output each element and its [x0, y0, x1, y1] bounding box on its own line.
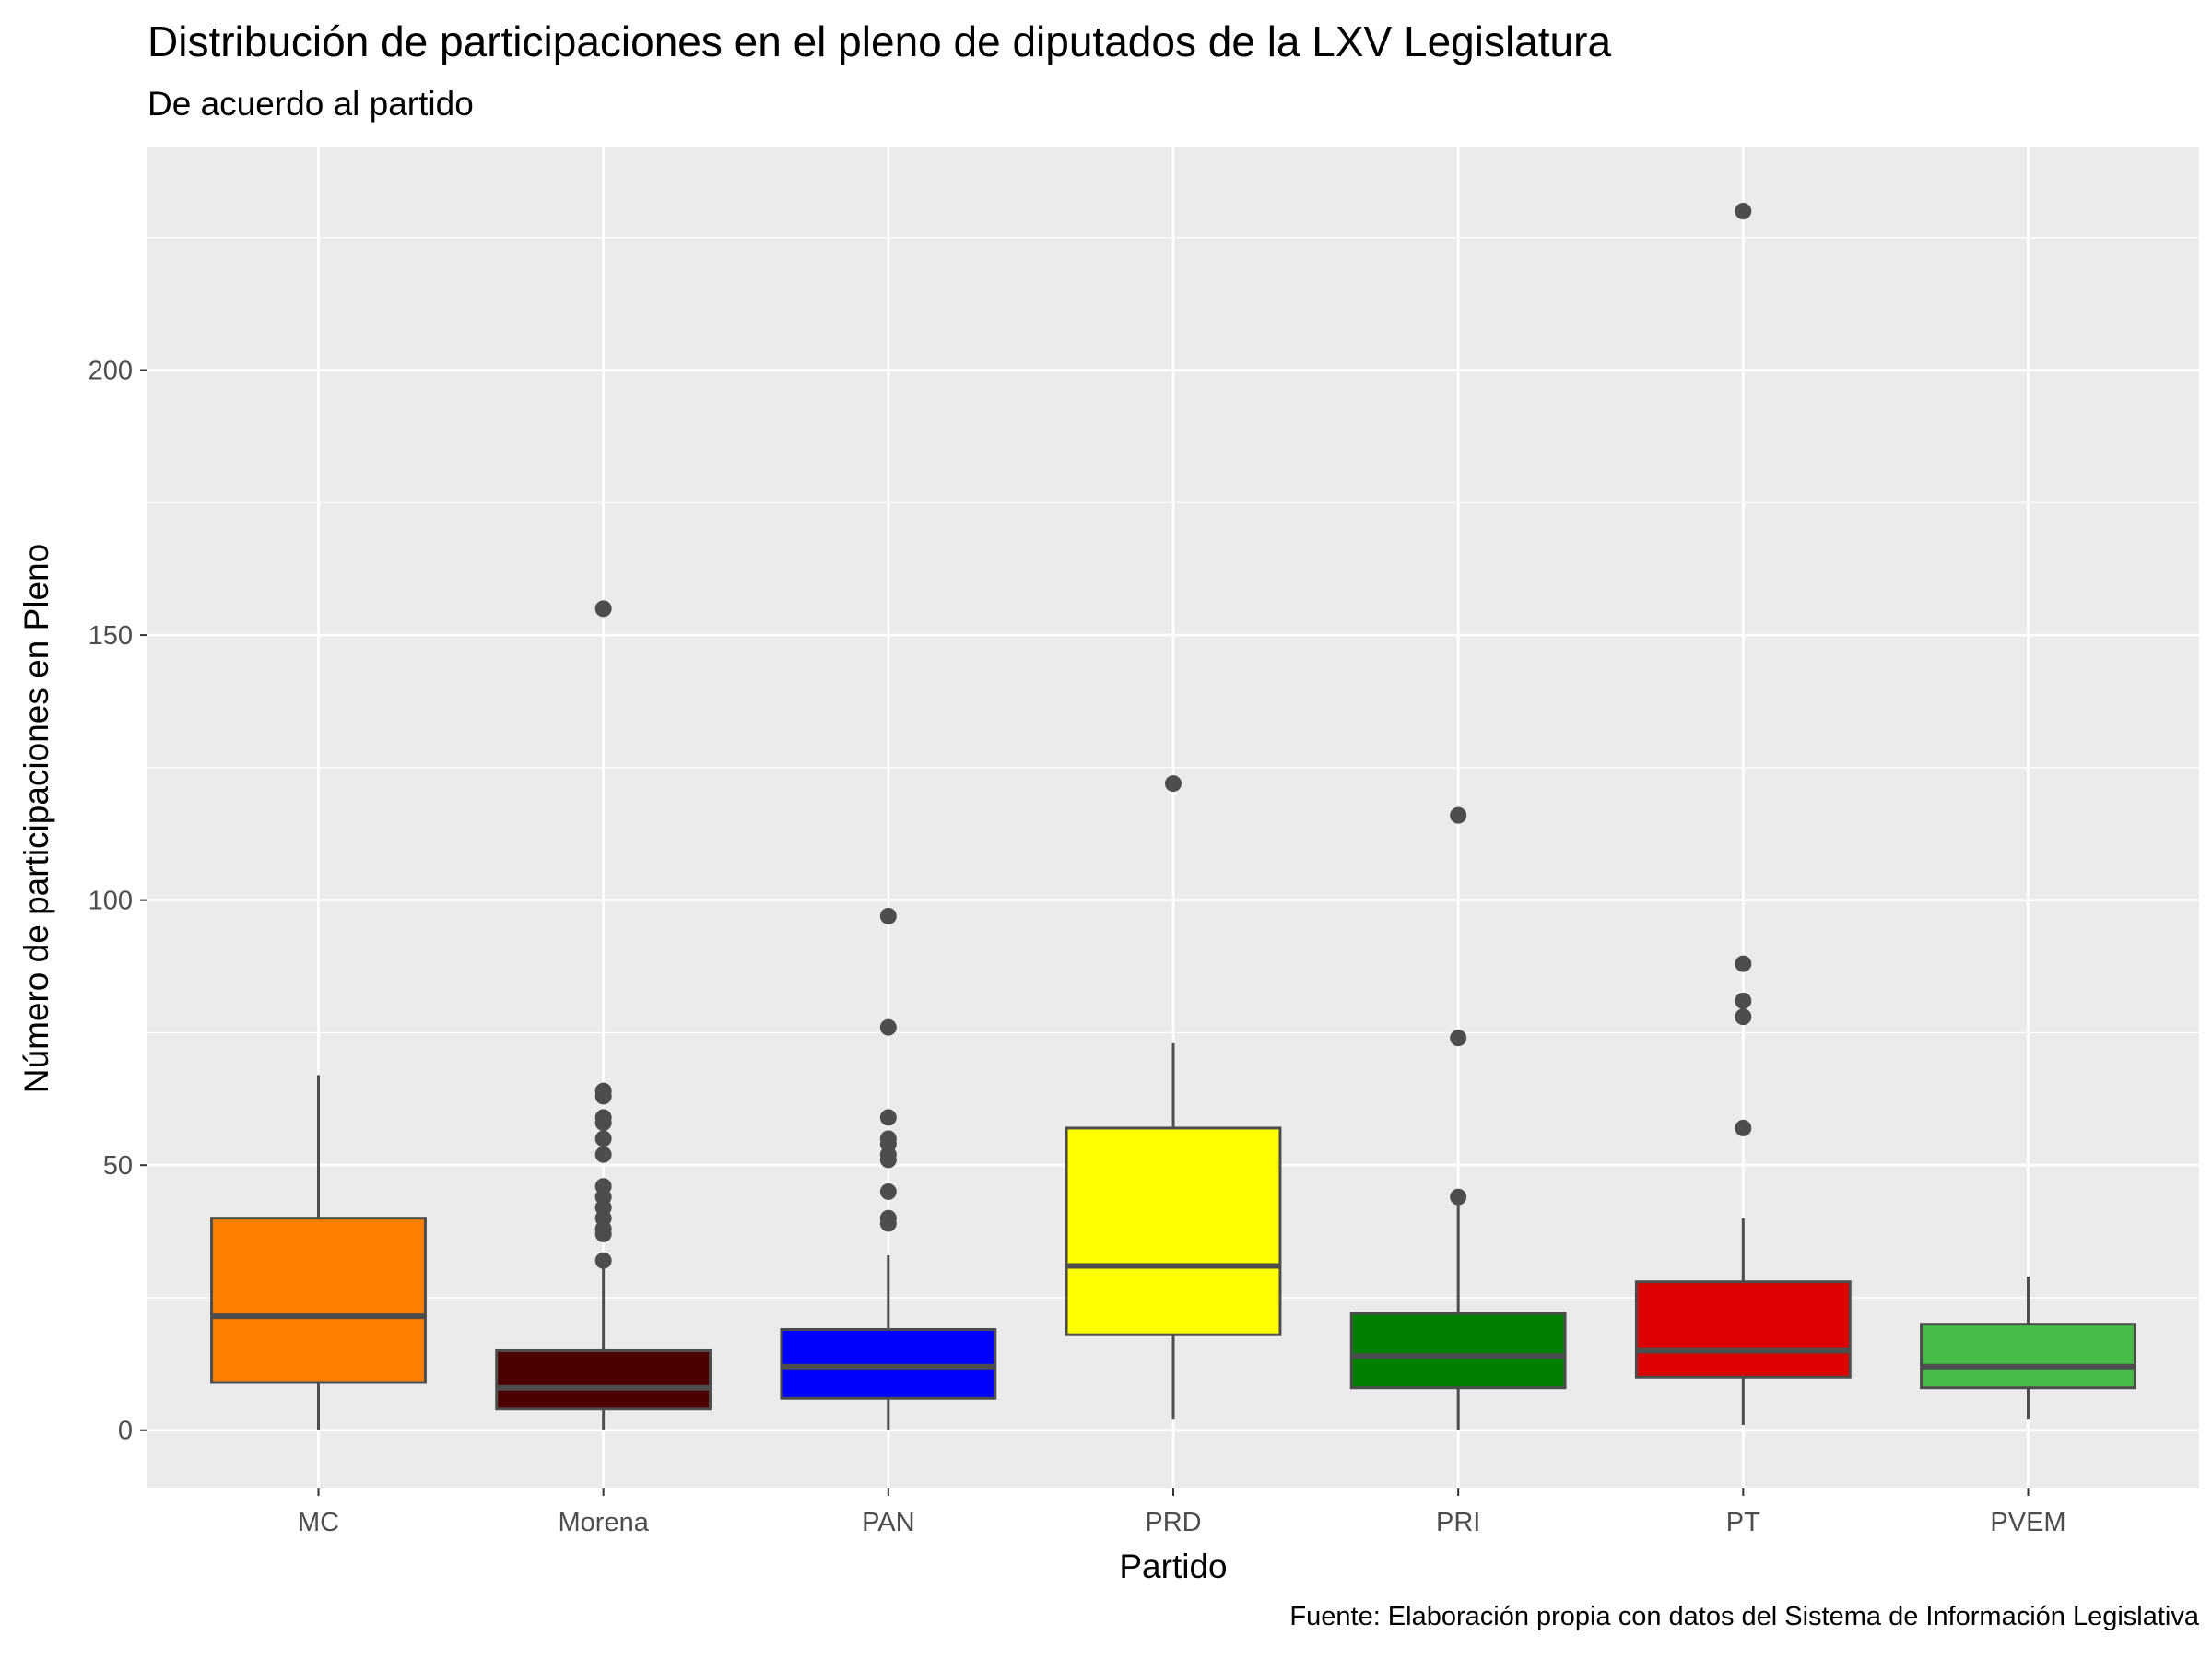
outlier-point: [879, 1018, 897, 1036]
x-axis-title: Partido: [1119, 1547, 1227, 1585]
x-tick-label: PRI: [1436, 1508, 1480, 1537]
outlier-point: [594, 1082, 612, 1100]
outlier-point: [594, 1252, 612, 1269]
outlier-point: [879, 1109, 897, 1126]
box-pvem: [1920, 1276, 2136, 1420]
x-tick-label: PAN: [862, 1508, 914, 1537]
x-tick-label: PRD: [1145, 1508, 1201, 1537]
box-iqr: [1634, 1280, 1852, 1379]
box-iqr: [1065, 1126, 1282, 1336]
box-morena: [495, 600, 712, 1430]
y-axis: 0 50 100 150 200: [88, 357, 147, 1446]
box-mc: [210, 1075, 427, 1430]
y-tick-label: 100: [88, 887, 133, 916]
outlier-point: [879, 1130, 897, 1147]
x-tick-label: MC: [298, 1508, 339, 1537]
outlier-point: [1450, 1188, 1467, 1206]
boxes-layer: [210, 203, 2136, 1430]
box-iqr: [495, 1348, 712, 1411]
outlier-point: [1735, 955, 1752, 972]
y-axis-title: Número de participaciones en Pleno: [18, 544, 55, 1093]
outlier-point: [879, 1209, 897, 1227]
y-tick-label: 150: [88, 621, 133, 651]
box-pri: [1349, 806, 1567, 1430]
y-tick-label: 50: [103, 1151, 133, 1181]
outlier-point: [1735, 203, 1752, 220]
chart-title: Distribución de participaciones en el pl…: [147, 18, 1612, 65]
y-tick-label: 0: [118, 1417, 133, 1446]
x-tick-label: PT: [1726, 1508, 1760, 1537]
box-prd: [1065, 775, 1282, 1420]
outlier-point: [594, 1130, 612, 1147]
outlier-point: [1450, 1030, 1467, 1047]
chart-subtitle: De acuerdo al partido: [147, 85, 474, 123]
outlier-point: [594, 600, 612, 618]
box-iqr: [1920, 1323, 2136, 1390]
outlier-point: [594, 1178, 612, 1195]
outlier-point: [594, 1146, 612, 1163]
outlier-point: [594, 1109, 612, 1126]
box-pt: [1634, 203, 1852, 1425]
outlier-point: [1735, 1008, 1752, 1026]
x-tick-label: PVEM: [1990, 1508, 2065, 1537]
box-pan: [780, 907, 997, 1430]
outlier-point: [879, 907, 897, 924]
outlier-point: [879, 1182, 897, 1200]
chart-caption: Fuente: Elaboración propia con datos del…: [1289, 1602, 2199, 1631]
x-tick-label: Morena: [559, 1508, 650, 1537]
box-iqr: [1349, 1312, 1567, 1390]
box-iqr: [210, 1217, 427, 1384]
x-axis: MC Morena PAN PRD PRI PT PVEM: [298, 1488, 2066, 1537]
outlier-point: [1450, 806, 1467, 824]
outlier-point: [1165, 775, 1182, 793]
y-tick-label: 200: [88, 357, 133, 386]
outlier-point: [1735, 992, 1752, 1009]
outlier-point: [1735, 1119, 1752, 1136]
